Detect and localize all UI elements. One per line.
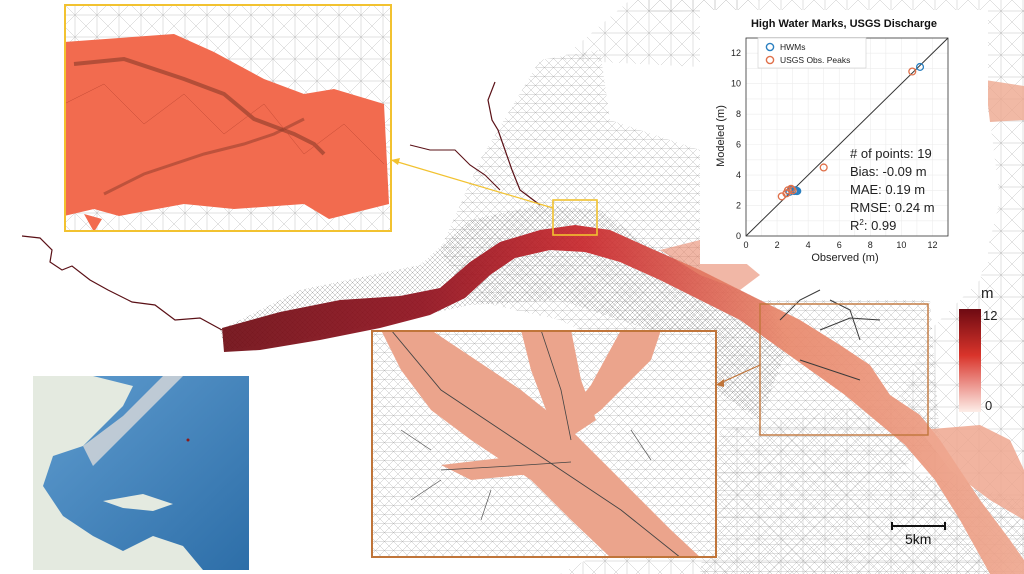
x-tick-label: 10	[896, 240, 906, 250]
legend-label-usgs: USGS Obs. Peaks	[780, 55, 850, 65]
stat-mae: MAE: 0.19 m	[850, 182, 925, 197]
scatter-chart-card: High Water Marks, USGS Discharge 0 2 4 6 8 10…	[700, 10, 988, 264]
plot-axes: 0 2 4 6 8 10 12 0 2 4 6 8 10 12	[731, 37, 949, 250]
stat-r2-suffix: : 0.99	[864, 218, 897, 233]
stat-r2-prefix: R	[850, 218, 859, 233]
chart-title: High Water Marks, USGS Discharge	[751, 18, 937, 30]
usgs-peak-point	[908, 67, 917, 76]
scatter-chart: High Water Marks, USGS Discharge 0 2 4 6 8 10…	[715, 18, 949, 264]
x-tick-label: 4	[806, 240, 811, 250]
y-tick-label: 2	[736, 201, 741, 211]
stat-points: # of points: 19	[850, 146, 932, 161]
legend-marker-usgs	[765, 55, 775, 65]
stat-bias: Bias: -0.09 m	[850, 164, 927, 179]
zoom-frame-lower	[759, 303, 929, 436]
x-axis-label: Observed (m)	[811, 252, 878, 264]
upstream-river	[21, 235, 223, 331]
overview-map	[33, 376, 249, 570]
inset-zoom-upper	[64, 4, 392, 232]
x-tick-label: 2	[775, 240, 780, 250]
zoom-frame-upper	[552, 199, 598, 236]
y-tick-label: 4	[736, 170, 741, 180]
inset-zoom-lower	[371, 330, 717, 558]
identity-line	[745, 37, 949, 237]
colorbar-min-label: 0	[985, 398, 993, 413]
legend: HWMs USGS Obs. Peaks	[757, 37, 867, 69]
usgs-peak-point	[819, 163, 828, 172]
y-tick-label: 12	[731, 48, 741, 58]
y-tick-label: 10	[731, 79, 741, 89]
y-tick-label: 0	[736, 231, 741, 241]
x-tick-label: 6	[837, 240, 842, 250]
plot-marks	[745, 37, 949, 237]
hwm-point	[915, 62, 925, 71]
stat-rmse: RMSE: 0.24 m	[850, 200, 935, 215]
stats-box: # of points: 19 Bias: -0.09 m MAE: 0.19 …	[850, 146, 935, 233]
y-axis-label: Modeled (m)	[715, 105, 727, 167]
legend-label-hwms: HWMs	[780, 42, 806, 52]
colorbar-max-label: 12	[983, 308, 998, 323]
scale-bar	[891, 522, 946, 530]
y-tick-label: 6	[736, 140, 741, 150]
legend-marker-hwms	[765, 42, 775, 52]
colorbar	[959, 309, 981, 412]
x-tick-label: 8	[868, 240, 873, 250]
flood-extent	[222, 225, 1024, 574]
x-tick-label: 0	[743, 240, 748, 250]
usgs-peak-point	[788, 186, 797, 195]
stat-r2-sup: 2	[859, 218, 864, 227]
usgs-peak-point	[787, 184, 796, 193]
stat-r2: R2: 0.99	[850, 218, 896, 233]
x-tick-label: 12	[927, 240, 937, 250]
y-tick-label: 8	[736, 109, 741, 119]
scale-bar-label: 5km	[905, 531, 932, 547]
colorbar-unit: m	[981, 285, 994, 302]
